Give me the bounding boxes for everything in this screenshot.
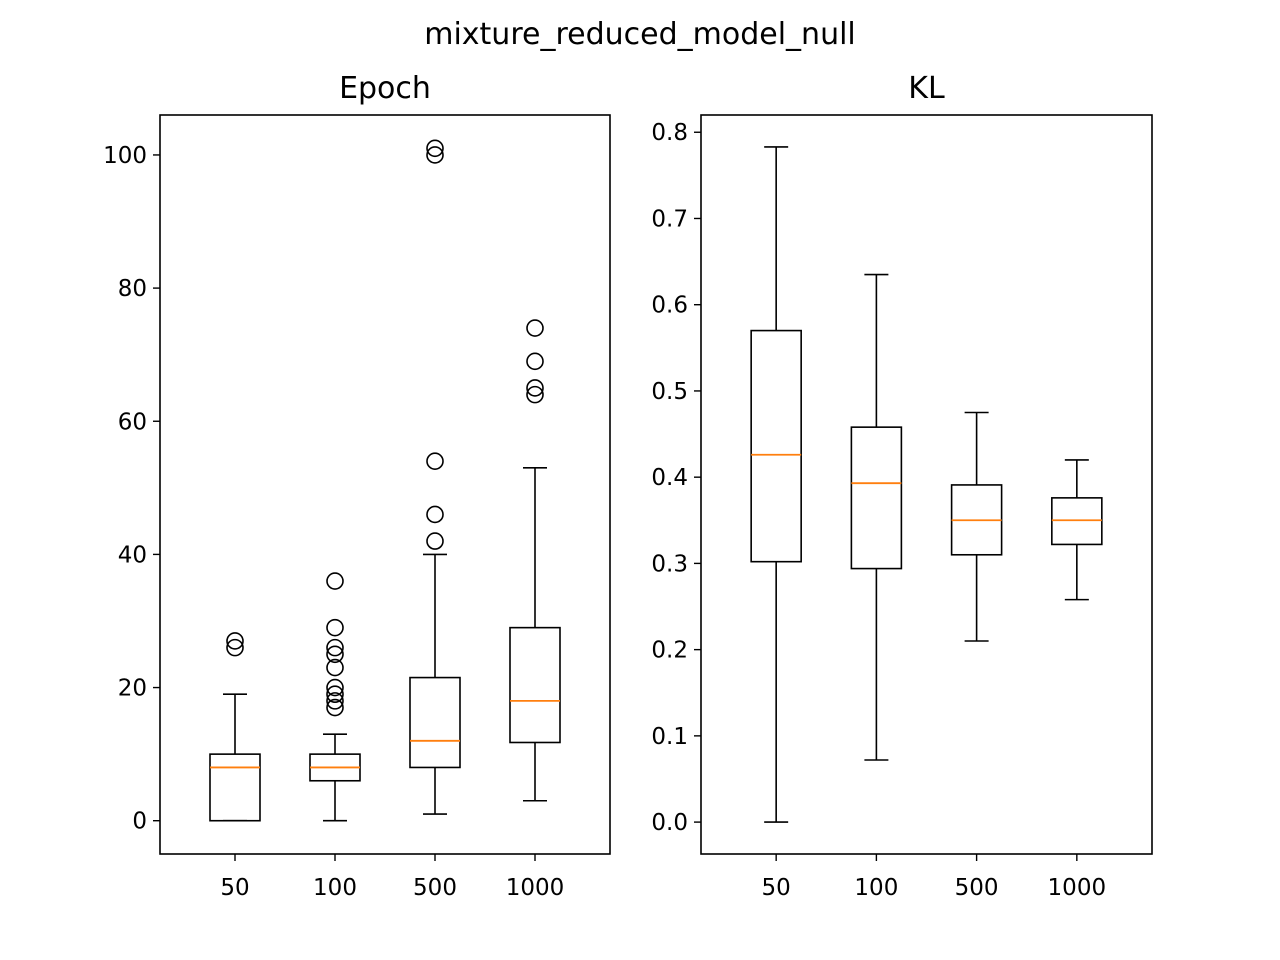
kl-box-50: [750, 146, 802, 823]
outlier-point: [326, 692, 344, 710]
outlier-point: [526, 352, 544, 371]
kl-ytick-label: 0.1: [651, 724, 688, 750]
outlier-point: [326, 658, 344, 677]
epoch-ytick-label: 20: [118, 676, 147, 702]
outlier-point: [326, 685, 344, 704]
kl-subplot: KL 0.0 0.1 0.2 0.3 0.4 0.5 0.6 0.7 0.8 50 100 500 100…: [651, 71, 1153, 901]
outlier-point: [526, 385, 544, 404]
kl-axes-frame: [700, 114, 1153, 855]
kl-ytick-label: 0.3: [651, 551, 688, 577]
outlier-point: [326, 678, 344, 697]
epoch-axes-frame: [159, 114, 611, 855]
epoch-box-500: [409, 139, 461, 815]
iqr-box: [509, 626, 561, 744]
epoch-subplot: Epoch 0 20 40 60 80 100 50 100 500 1000: [103, 71, 611, 901]
epoch-ytick-label: 40: [118, 542, 147, 568]
kl-ytick-label: 0.4: [651, 465, 688, 491]
epoch-box-100: [309, 572, 361, 822]
outlier-point: [326, 618, 344, 637]
kl-xtick-label: 500: [955, 875, 999, 901]
kl-ytick-label: 0.2: [651, 638, 688, 664]
epoch-title: Epoch: [339, 71, 431, 106]
epoch-box-1000: [509, 319, 561, 802]
iqr-box: [409, 676, 461, 769]
iqr-box: [209, 753, 261, 822]
kl-ytick-label: 0.7: [651, 206, 688, 232]
outlier-point: [326, 698, 344, 717]
kl-box-500: [950, 411, 1003, 642]
epoch-xtick-label: 100: [313, 875, 357, 901]
iqr-box: [850, 426, 903, 570]
epoch-xtick-label: 500: [413, 875, 457, 901]
figure-suptitle: mixture_reduced_model_null: [424, 17, 856, 52]
kl-xtick-label: 100: [854, 875, 898, 901]
outlier-point: [426, 452, 444, 470]
kl-ytick-label: 0.0: [651, 810, 688, 836]
kl-ytick-label: 0.6: [651, 293, 688, 319]
epoch-ytick-label: 0: [132, 809, 147, 835]
outlier-point: [426, 139, 444, 158]
epoch-xtick-label: 50: [220, 875, 249, 901]
outlier-point: [226, 632, 244, 650]
kl-box-1000: [1051, 459, 1103, 601]
outlier-point: [426, 532, 444, 550]
epoch-box-50: [209, 632, 261, 822]
outlier-point: [226, 638, 244, 657]
outlier-point: [326, 645, 344, 664]
kl-xtick-label: 50: [762, 875, 791, 901]
outlier-point: [426, 146, 444, 164]
iqr-box: [750, 329, 802, 563]
outlier-point: [326, 638, 344, 657]
epoch-ytick-label: 100: [103, 143, 147, 169]
kl-xtick-label: 1000: [1048, 875, 1107, 901]
outlier-point: [526, 319, 544, 337]
epoch-ytick-label: 80: [118, 276, 147, 302]
kl-title: KL: [908, 71, 945, 106]
epoch-xtick-label: 1000: [506, 875, 565, 901]
kl-ytick-label: 0.5: [651, 379, 688, 405]
outlier-point: [326, 572, 344, 590]
outlier-point: [526, 379, 544, 397]
kl-box-100: [850, 273, 903, 761]
epoch-ytick-label: 60: [118, 409, 147, 435]
outlier-point: [426, 505, 444, 524]
kl-ytick-label: 0.8: [651, 120, 688, 146]
